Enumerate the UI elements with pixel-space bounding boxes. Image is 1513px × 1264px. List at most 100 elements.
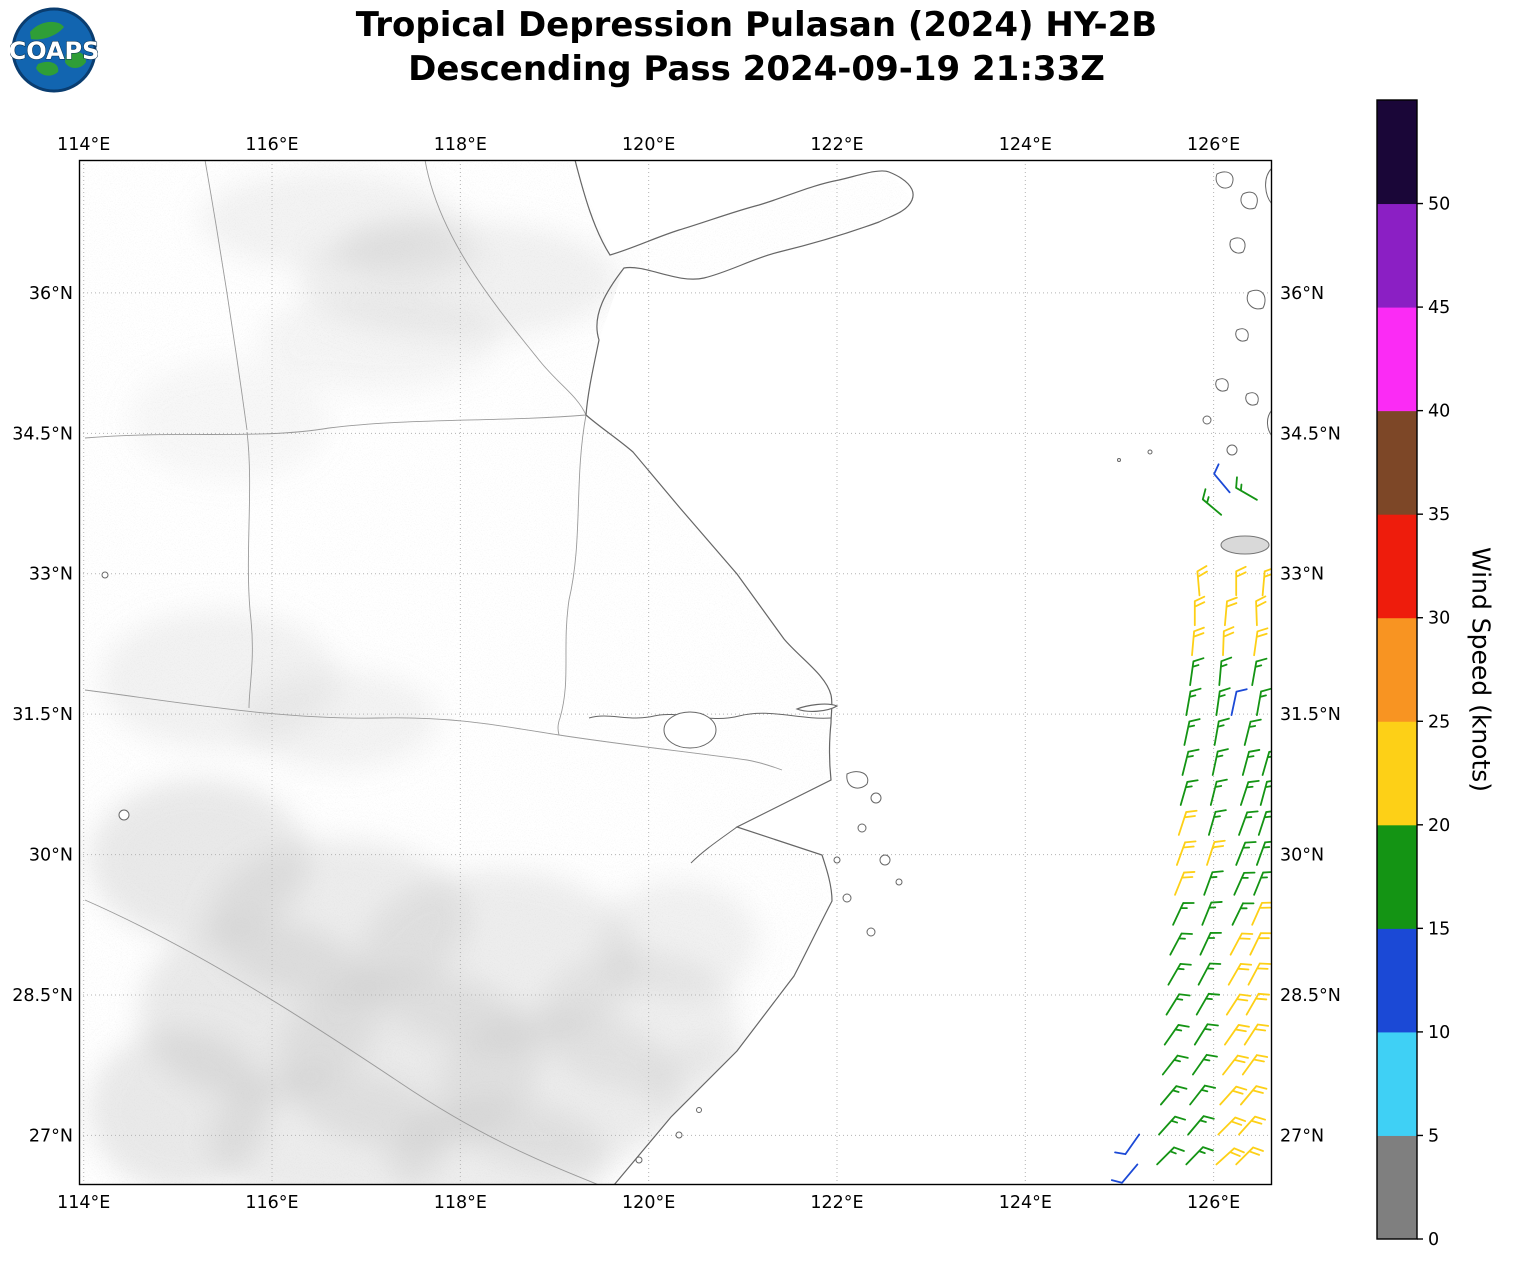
wind-barb bbox=[1193, 595, 1206, 627]
x-tick-label-top: 122°E bbox=[810, 135, 863, 155]
colorbar-label-wrap: Wind Speed (knots) bbox=[1453, 100, 1509, 1239]
wind-barb bbox=[1114, 1133, 1141, 1156]
x-tick-label-bottom: 122°E bbox=[810, 1193, 863, 1213]
y-tick-label-left: 27°N bbox=[29, 1126, 73, 1146]
wind-barb bbox=[1213, 463, 1231, 494]
figure-title-line1: Tropical Depression Pulasan (2024) HY-2B bbox=[355, 5, 1158, 45]
wind-barb bbox=[1110, 1163, 1139, 1184]
y-tick-label-right: 30°N bbox=[1280, 846, 1324, 866]
wind-barb bbox=[1174, 871, 1196, 896]
wind-barb bbox=[1217, 1116, 1247, 1136]
wind-barb bbox=[1161, 1054, 1189, 1076]
wind-barb bbox=[1245, 992, 1270, 1016]
colorbar-segment bbox=[1377, 410, 1417, 515]
axis-tick-labels: 114°E 114°E 116°E 116°E 118°E 118°E 120°E 120°E… bbox=[12, 135, 1341, 1213]
wind-barb bbox=[1235, 841, 1257, 866]
globe-land-shape bbox=[36, 61, 59, 76]
wind-barb bbox=[1199, 931, 1222, 956]
wind-barb bbox=[1213, 717, 1230, 746]
colorbar-segment bbox=[1377, 1031, 1417, 1136]
wind-barb bbox=[1251, 657, 1268, 686]
colorbar-frame bbox=[1376, 99, 1418, 1240]
wind-barb bbox=[1238, 810, 1259, 836]
wind-barb bbox=[1224, 1024, 1250, 1046]
wind-barb bbox=[1230, 688, 1248, 716]
wind-barb bbox=[1215, 687, 1231, 716]
y-tick-label-right: 34.5°N bbox=[1280, 424, 1341, 444]
province-boundaries bbox=[84, 160, 783, 1185]
wind-barb bbox=[1192, 1053, 1218, 1076]
globe-land-shape bbox=[65, 51, 86, 69]
colorbar-segment bbox=[1377, 824, 1417, 929]
wind-barb bbox=[1243, 718, 1262, 746]
x-tick-label-top: 120°E bbox=[622, 135, 675, 155]
wind-barb bbox=[1189, 657, 1205, 686]
wind-barb bbox=[1160, 1085, 1188, 1106]
x-tick-label-bottom: 124°E bbox=[999, 1193, 1052, 1213]
y-tick-label-right: 36°N bbox=[1280, 284, 1324, 304]
wind-barb bbox=[1185, 1146, 1214, 1166]
wind-barb bbox=[1181, 748, 1200, 776]
coastline bbox=[101, 160, 1272, 1185]
wind-barb bbox=[1189, 1084, 1217, 1106]
colorbar-segment bbox=[1377, 100, 1417, 205]
wind-barb bbox=[1158, 1115, 1187, 1136]
x-tick-label-bottom: 116°E bbox=[245, 1193, 298, 1213]
wind-barb bbox=[1176, 840, 1197, 866]
x-tick-label-bottom: 120°E bbox=[622, 1193, 675, 1213]
y-tick-label-right: 33°N bbox=[1280, 565, 1324, 585]
logo-text: COAPS bbox=[10, 37, 98, 65]
x-tick-label-bottom: 118°E bbox=[434, 1193, 487, 1213]
wind-barb bbox=[1227, 963, 1253, 986]
wind-barb bbox=[1235, 476, 1258, 501]
y-tick-label-left: 28.5°N bbox=[12, 986, 73, 1006]
x-tick-label-bottom: 126°E bbox=[1187, 1193, 1240, 1213]
figure-title-line2: Descending Pass 2024-09-19 21:33Z bbox=[408, 48, 1105, 89]
wind-barb bbox=[1167, 963, 1192, 986]
y-tick-label-left: 30°N bbox=[29, 846, 73, 866]
colorbar: 0 5 10 15 20 25 30 35 40 45 50 bbox=[1376, 99, 1450, 1250]
y-tick-label-left: 36°N bbox=[29, 284, 73, 304]
wind-barb bbox=[1208, 809, 1227, 836]
colorbar-segment bbox=[1377, 203, 1417, 308]
wind-barbs-layer bbox=[1110, 463, 1272, 1184]
wind-barb bbox=[1165, 993, 1191, 1016]
wind-barb bbox=[1211, 748, 1229, 776]
wind-barb bbox=[1215, 1147, 1245, 1166]
colorbar-segment bbox=[1377, 1135, 1417, 1240]
wind-barb bbox=[1259, 779, 1272, 806]
colorbar-tick-label: 15 bbox=[1428, 919, 1450, 939]
colorbar-segment bbox=[1377, 514, 1417, 619]
wind-barb bbox=[1179, 779, 1199, 806]
wind-barb bbox=[1177, 809, 1198, 836]
wind-barb bbox=[1206, 839, 1226, 866]
wind-barb bbox=[1172, 902, 1195, 926]
wind-barb bbox=[1247, 962, 1272, 986]
colorbar-tick-label: 40 bbox=[1428, 402, 1450, 422]
wind-barb bbox=[1255, 595, 1267, 627]
y-tick-label-left: 33°N bbox=[29, 565, 73, 585]
map-plot bbox=[78, 159, 1273, 1186]
title-block: Tropical Depression Pulasan (2024) HY-2B… bbox=[0, 4, 1513, 91]
y-tick-label-left: 34.5°N bbox=[12, 424, 73, 444]
wind-barb bbox=[1256, 687, 1272, 716]
colorbar-tick-label: 5 bbox=[1428, 1126, 1439, 1146]
colorbar-segment bbox=[1377, 307, 1417, 412]
wind-barb bbox=[1229, 932, 1254, 956]
y-tick-label-right: 27°N bbox=[1280, 1126, 1324, 1146]
x-tick-label-top: 116°E bbox=[245, 135, 298, 155]
wind-barb bbox=[1240, 1085, 1268, 1106]
colorbar-axis-label: Wind Speed (knots) bbox=[1466, 546, 1496, 793]
wind-barb bbox=[1249, 932, 1272, 956]
wind-barb bbox=[1225, 993, 1252, 1016]
wind-barb bbox=[1201, 901, 1223, 926]
colorbar-tick-label: 25 bbox=[1428, 712, 1450, 732]
korea-islands bbox=[1117, 167, 1272, 555]
colorbar-tick-label: 35 bbox=[1428, 505, 1450, 525]
wind-barb bbox=[1241, 749, 1261, 776]
wind-barb bbox=[1240, 779, 1260, 806]
y-tick-label-right: 31.5°N bbox=[1280, 705, 1341, 725]
wind-barb bbox=[1201, 488, 1223, 516]
wind-barb bbox=[1209, 778, 1228, 806]
